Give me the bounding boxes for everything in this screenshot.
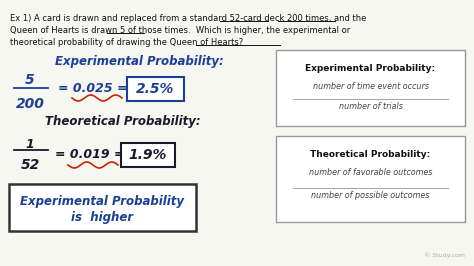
Text: © Study.com: © Study.com	[424, 252, 465, 258]
Text: Experimental Probability:: Experimental Probability:	[305, 64, 436, 73]
Text: number of time event occurs: number of time event occurs	[312, 82, 428, 91]
Text: number of possible outcomes: number of possible outcomes	[311, 191, 430, 200]
FancyBboxPatch shape	[9, 184, 196, 231]
Text: Ex 1) A card is drawn and replaced from a standard 52-card deck 200 times, and t: Ex 1) A card is drawn and replaced from …	[10, 14, 366, 23]
Text: is  higher: is higher	[71, 211, 133, 225]
Text: Experimental Probability: Experimental Probability	[20, 196, 184, 209]
Text: theoretical probability of drawing the Queen of Hearts?: theoretical probability of drawing the Q…	[10, 38, 243, 47]
Text: number of trials: number of trials	[338, 102, 402, 111]
Text: = 0.019 =: = 0.019 =	[55, 148, 125, 161]
Text: Queen of Hearts is drawn 5 of those times.  Which is higher, the experimental or: Queen of Hearts is drawn 5 of those time…	[10, 26, 350, 35]
FancyBboxPatch shape	[127, 77, 184, 101]
Text: 2.5%: 2.5%	[136, 82, 174, 96]
FancyBboxPatch shape	[121, 143, 175, 167]
Text: Experimental Probability:: Experimental Probability:	[55, 55, 224, 68]
FancyBboxPatch shape	[276, 50, 465, 126]
Text: 52: 52	[20, 158, 40, 172]
FancyBboxPatch shape	[276, 136, 465, 222]
Text: Theoretical Probability:: Theoretical Probability:	[45, 115, 201, 128]
Text: Theoretical Probability:: Theoretical Probability:	[310, 150, 430, 159]
Text: 1: 1	[26, 138, 35, 151]
Text: = 0.025 =: = 0.025 =	[58, 81, 128, 94]
Text: 1.9%: 1.9%	[129, 148, 167, 162]
Text: number of favorable outcomes: number of favorable outcomes	[309, 168, 432, 177]
Text: 5: 5	[25, 73, 35, 87]
Text: 200: 200	[16, 97, 45, 111]
